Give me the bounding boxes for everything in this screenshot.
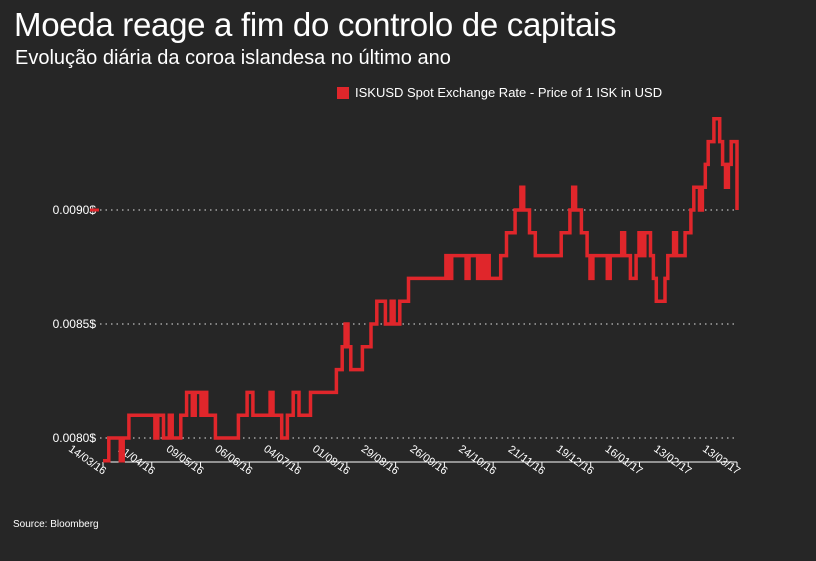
x-axis: 14/03/16 11/04/16 09/05/16 06/06/16 04/07/16…: [66, 443, 742, 477]
legend-swatch: [337, 86, 349, 99]
y-tick-label: 0.0085$: [53, 317, 97, 331]
x-tick-label: 26/09/16: [408, 443, 450, 477]
x-tick-label: 13/02/17: [651, 443, 693, 477]
chart-legend: ISKUSD Spot Exchange Rate - Price of 1 I…: [337, 85, 662, 100]
x-tick-label: 24/10/16: [456, 443, 498, 477]
x-tick-label: 19/12/16: [554, 443, 596, 477]
x-tick-label: 13/03/17: [700, 443, 742, 477]
x-tick-label: 01/08/16: [310, 443, 352, 477]
x-tick-label: 29/08/16: [359, 443, 401, 477]
y-tick-label: 0.0090$: [53, 203, 97, 217]
x-tick-label: 21/11/16: [506, 444, 547, 478]
x-tick-label: 14/03/16: [66, 443, 108, 477]
y-axis: 0.0080$ 0.0085$ 0.0090$: [53, 203, 97, 445]
x-tick-label: 16/01/17: [603, 443, 645, 477]
source-note: Source: Bloomberg: [13, 519, 99, 530]
series-line: [103, 117, 739, 463]
series-group: [90, 117, 739, 463]
x-tick-label: 06/06/16: [213, 443, 255, 477]
chart-subtitle: Evolução diária da coroa islandesa no úl…: [15, 47, 451, 69]
x-tick-label: 09/05/16: [164, 443, 206, 477]
x-tick-label: 04/07/16: [261, 443, 303, 477]
legend-label: ISKUSD Spot Exchange Rate - Price of 1 I…: [355, 85, 663, 100]
y-tick-label: 0.0080$: [53, 431, 97, 445]
chart-title: Moeda reage a fim do controlo de capitai…: [14, 6, 617, 43]
